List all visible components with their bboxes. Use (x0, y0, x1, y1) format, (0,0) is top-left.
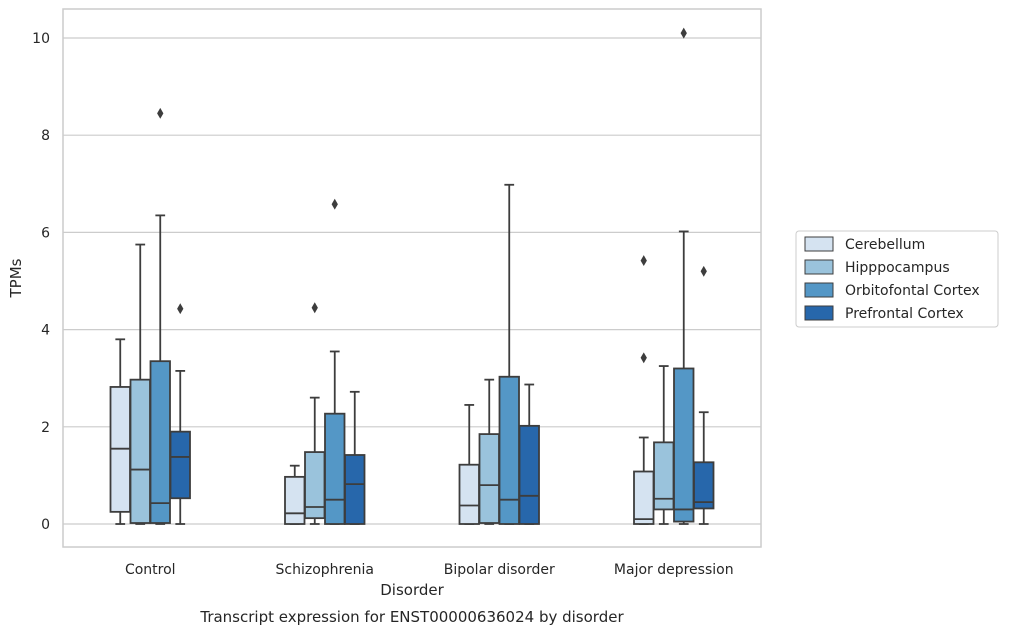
legend-item: Cerebellum (804, 236, 925, 253)
x-axis-label: Disorder (380, 581, 444, 599)
y-tick-label: 6 (41, 225, 50, 241)
x-tick-label: Major depression (614, 562, 734, 578)
box-body (149, 360, 171, 524)
outlier-point (177, 303, 184, 315)
box-prefrontal-cortex (169, 303, 191, 525)
box-series (109, 27, 715, 525)
box-orbitofontal-cortex (498, 183, 520, 525)
legend-frame (795, 230, 999, 328)
box-body (633, 470, 655, 525)
box-body (673, 367, 695, 523)
box-body (693, 461, 715, 510)
box-body (458, 463, 480, 525)
x-axis-ticks: Control Schizophrenia Bipolar disorder Majo… (125, 562, 734, 578)
box-prefrontal-cortex (693, 265, 715, 525)
box-body (304, 451, 326, 520)
y-tick-label: 0 (41, 517, 50, 533)
legend-label: Orbitofontal Cortex (845, 283, 980, 299)
x-tick-label: Schizophrenia (276, 562, 374, 578)
box-cerebellum (633, 255, 655, 525)
legend-swatch (804, 305, 834, 321)
x-tick-label: Control (125, 562, 176, 578)
outlier-point (311, 302, 318, 314)
box-body (478, 433, 500, 524)
legend-item: Hipppocampus (804, 259, 950, 276)
outlier-point (640, 255, 647, 267)
box-prefrontal-cortex (344, 390, 366, 525)
x-tick-label: Bipolar disorder (444, 562, 555, 578)
y-tick-label: 8 (41, 128, 50, 144)
y-axis-ticks: 0 2 4 6 8 10 (32, 31, 50, 533)
legend-swatch (804, 236, 834, 252)
outlier-point (640, 352, 647, 364)
legend-swatch (804, 282, 834, 298)
outlier-point (157, 107, 164, 119)
y-tick-label: 2 (41, 420, 50, 436)
legend-label: Cerebellum (845, 237, 925, 253)
box-body (284, 475, 306, 525)
y-tick-label: 10 (32, 31, 50, 47)
box-cerebellum (284, 464, 306, 525)
legend-item: Prefrontal Cortex (804, 305, 964, 322)
box-prefrontal-cortex (518, 383, 540, 525)
outlier-point (331, 198, 338, 210)
legend: Cerebellum Hipppocampus Orbitofontal Corte… (795, 230, 999, 328)
y-axis-label: TPMs (7, 258, 25, 298)
box-hipppocampus (304, 302, 326, 525)
box-body (518, 424, 540, 525)
box-body (129, 378, 151, 524)
box-body (498, 375, 520, 525)
box-orbitofontal-cortex (673, 27, 695, 525)
box-orbitofontal-cortex (324, 198, 346, 525)
legend-item: Orbitofontal Cortex (804, 282, 980, 299)
y-tick-label: 4 (41, 323, 50, 339)
outlier-point (680, 27, 687, 39)
box-body (344, 454, 366, 525)
box-body (324, 412, 346, 525)
chart-caption: Transcript expression for ENST0000063602… (199, 608, 624, 626)
box-body (169, 430, 191, 500)
legend-swatch (804, 259, 834, 275)
legend-label: Hipppocampus (845, 260, 950, 276)
outlier-point (700, 265, 707, 277)
legend-label: Prefrontal Cortex (845, 306, 964, 322)
